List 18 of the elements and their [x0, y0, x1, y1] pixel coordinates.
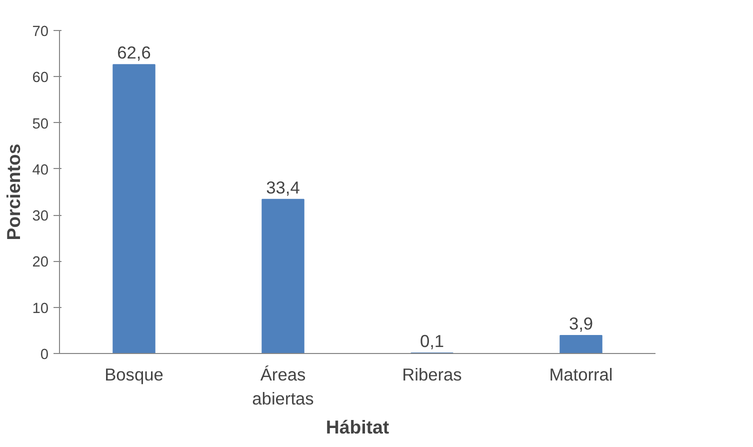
x-axis-title: Hábitat — [326, 416, 390, 438]
y-tick-label: 30 — [32, 208, 49, 225]
y-tick-label: 70 — [32, 24, 49, 40]
data-label: 62,6 — [117, 42, 151, 63]
y-tick-label: 40 — [32, 162, 49, 178]
x-tick-label: Bosque — [104, 364, 164, 384]
y-tick-label: 60 — [32, 70, 49, 86]
x-tick-label: Riberas — [402, 364, 462, 384]
x-tick-label: Áreas abiertas — [252, 364, 314, 408]
y-tick-label: 10 — [32, 300, 49, 317]
y-tick-label: 50 — [32, 116, 49, 132]
y-tick-label: 0 — [40, 347, 49, 363]
x-tick-label: Matorral — [549, 364, 613, 384]
data-label: 3,9 — [568, 314, 594, 334]
y-tick-label: 20 — [32, 254, 49, 271]
data-label: 33,4 — [266, 177, 300, 198]
y-axis-title: Porcientos — [3, 144, 24, 240]
data-label: 0,1 — [420, 331, 444, 352]
